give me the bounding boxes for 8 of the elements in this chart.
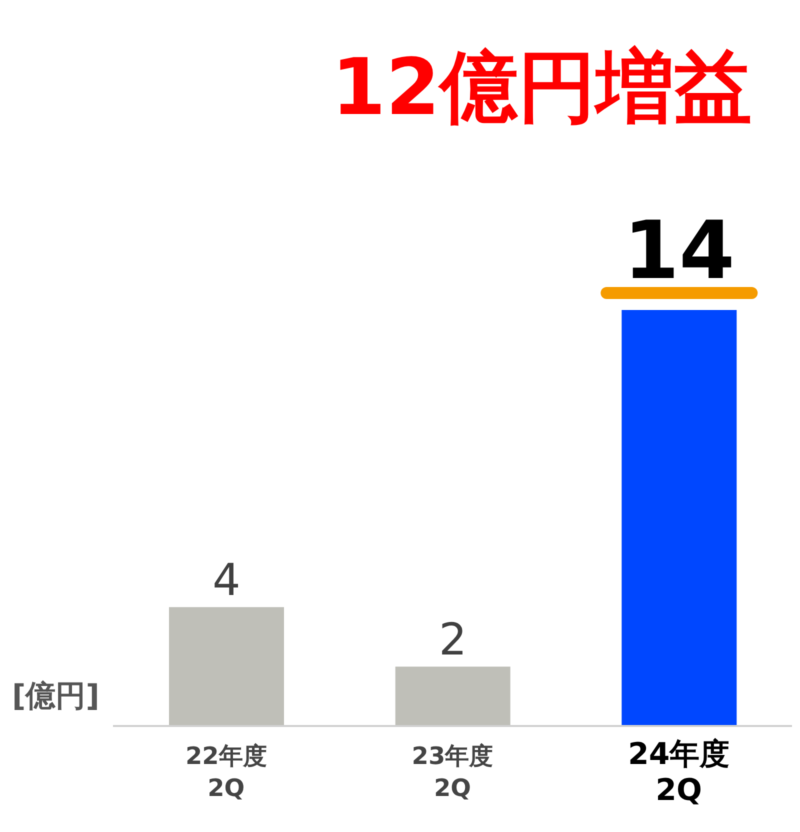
y-axis-title: [億円] (12, 678, 100, 716)
x-tick-label: 23年度 2Q (412, 742, 494, 802)
x-tick-label: 24年度 2Q (628, 737, 730, 808)
x-tick-label: 22年度 2Q (185, 742, 267, 802)
data-label: 2 (438, 614, 467, 666)
data-label: 4 (212, 555, 240, 606)
data-label: 14 (624, 204, 735, 297)
chart-title: 12億円増益 (331, 43, 752, 133)
